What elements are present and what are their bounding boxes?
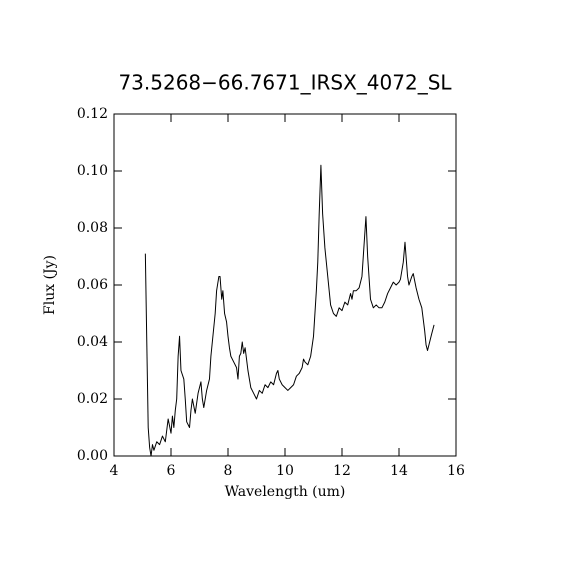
- y-tick-label: 0.08: [77, 220, 108, 236]
- y-tick-label: 0.00: [77, 448, 108, 464]
- x-tick-label: 6: [167, 463, 176, 479]
- y-tick-label: 0.06: [77, 277, 108, 293]
- x-axis-label: Wavelength (um): [225, 484, 346, 500]
- y-tick-label: 0.10: [77, 163, 108, 179]
- x-tick-label: 10: [276, 463, 294, 479]
- y-tick-label: 0.02: [77, 391, 108, 407]
- x-tick-label: 8: [224, 463, 233, 479]
- y-axis-label: Flux (Jy): [42, 255, 58, 315]
- y-tick-label: 0.12: [77, 106, 108, 122]
- x-tick-label: 16: [447, 463, 465, 479]
- spectrum-line: [144, 164, 435, 457]
- y-tick-label: 0.04: [77, 334, 108, 350]
- chart-title: 73.5268−66.7671_IRSX_4072_SL: [118, 71, 452, 95]
- x-tick-label: 14: [390, 463, 408, 479]
- x-tick-label: 12: [333, 463, 351, 479]
- x-tick-label: 4: [110, 463, 119, 479]
